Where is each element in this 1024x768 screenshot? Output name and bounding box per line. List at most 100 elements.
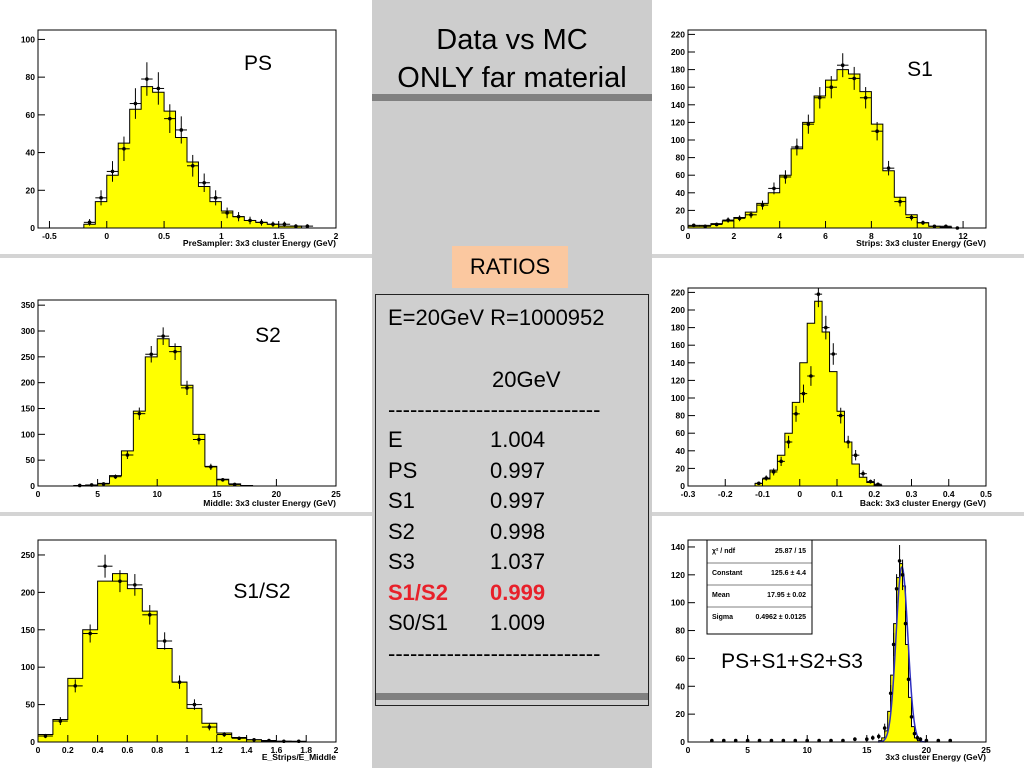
total-data-point <box>897 545 902 577</box>
data-marker <box>156 86 161 91</box>
s2-data-point <box>133 407 146 420</box>
back-data-point <box>799 384 808 403</box>
y-tick-label: 220 <box>671 29 685 39</box>
data-marker <box>197 437 201 442</box>
y-tick-label: 120 <box>671 117 685 127</box>
x-tick-label: 0.5 <box>158 231 170 241</box>
total-data-point <box>906 669 911 689</box>
data-marker <box>192 702 197 707</box>
x-tick-label: 1.2 <box>211 745 223 755</box>
fit-stat-value: 0.4962 ± 0.0125 <box>755 614 806 621</box>
fit-stat-label: Constant <box>712 570 743 577</box>
data-marker <box>806 122 811 126</box>
data-marker <box>912 731 917 736</box>
data-marker <box>133 101 138 106</box>
data-marker <box>296 739 301 744</box>
data-marker <box>737 216 742 221</box>
s1-data-point <box>905 214 918 221</box>
data-marker <box>185 386 189 390</box>
data-marker <box>162 639 167 643</box>
data-marker <box>259 220 264 225</box>
data-marker <box>225 211 229 215</box>
x-axis-label: Middle: 3x3 cluster Energy (GeV) <box>203 498 336 508</box>
ratio-value-e: 1.004 <box>490 427 546 452</box>
data-marker <box>888 691 893 696</box>
ratio-name-s3: S3 <box>388 549 415 574</box>
data-marker <box>760 203 765 207</box>
s1-data-point <box>756 200 769 210</box>
back-data-point <box>829 343 837 365</box>
title-underline <box>372 94 652 101</box>
ps-data-point <box>244 216 256 225</box>
data-marker <box>232 482 237 487</box>
data-marker <box>168 116 172 121</box>
data-marker <box>122 147 126 151</box>
y-tick-label: 80 <box>676 153 686 163</box>
ratios-button[interactable]: RATIOS <box>452 246 568 288</box>
x-tick-label: -0.3 <box>681 489 696 499</box>
x-tick-label: 25 <box>331 489 341 499</box>
s1-mc-histogram <box>687 69 964 229</box>
x-tick-label: 20 <box>272 489 282 499</box>
back-data-point <box>755 481 763 486</box>
x-tick-label: 15 <box>212 489 222 499</box>
data-marker <box>271 222 275 227</box>
x-tick-label: 12 <box>958 231 968 241</box>
x-tick-label: 2 <box>334 745 339 755</box>
back-data-point <box>777 456 785 467</box>
data-marker <box>137 411 142 416</box>
data-marker <box>756 481 761 486</box>
y-tick-label: 200 <box>21 378 35 388</box>
data-marker <box>915 736 920 740</box>
data-marker <box>891 642 896 647</box>
y-tick-label: 160 <box>671 340 685 350</box>
back-data-point <box>784 435 793 449</box>
s1s2-data-point <box>127 574 143 596</box>
back-plot-panel: -0.3 -0.2 -0.1 0 0.1 0.2 0.3 0.4 0.5 0 20 40 60 80 100… <box>652 258 1024 512</box>
slide-title-line1: Data vs MC <box>436 24 588 56</box>
data-marker <box>875 129 879 133</box>
y-tick-label: 50 <box>26 455 36 465</box>
data-marker <box>764 476 769 480</box>
data-marker <box>149 352 154 357</box>
fit-stat-value: 25.87 / 15 <box>775 548 806 555</box>
y-tick-label: 60 <box>26 110 36 120</box>
ratios-separator-top: ----------------------------- <box>388 397 601 422</box>
x-tick-label: 0.2 <box>868 489 880 499</box>
data-marker <box>282 739 286 744</box>
y-tick-label: 80 <box>26 72 36 82</box>
y-tick-label: 350 <box>21 300 35 310</box>
fit-stats-frame <box>706 539 813 635</box>
data-marker <box>110 169 115 174</box>
ratios-energy-header: 20GeV <box>492 367 561 392</box>
s1s2-data-point <box>261 738 277 743</box>
x-tick-label: 0.3 <box>906 489 918 499</box>
total-data-point <box>918 737 923 742</box>
data-marker <box>236 214 241 219</box>
s1s2-data-point <box>142 605 158 625</box>
ratio-name-s0-s1: S0/S1 <box>388 610 448 635</box>
ps-data-point <box>106 161 119 182</box>
s2-data-point <box>145 345 158 363</box>
ps-mc-histogram <box>83 86 314 229</box>
y-tick-label: 80 <box>676 626 686 636</box>
x-tick-label: 0.6 <box>121 745 133 755</box>
x-tick-label: 0.1 <box>831 489 843 499</box>
y-tick-label: 40 <box>26 148 36 158</box>
x-tick-label: 0 <box>104 231 109 241</box>
data-marker <box>118 579 122 583</box>
ratio-value-s0-s1: 1.009 <box>490 610 546 635</box>
data-marker <box>903 621 908 626</box>
back-data-point <box>807 366 815 386</box>
s2-data-point <box>216 478 229 482</box>
ps-data-point <box>164 104 176 133</box>
y-tick-label: 120 <box>671 375 685 385</box>
data-marker <box>58 719 63 723</box>
data-marker <box>909 715 914 719</box>
ratios-box-bottom-bar <box>376 693 648 700</box>
data-marker <box>77 483 82 488</box>
s1s2-data-point <box>82 624 98 643</box>
data-marker <box>213 196 218 200</box>
y-tick-label: 160 <box>671 82 685 92</box>
s1s2-data-point <box>276 739 292 744</box>
